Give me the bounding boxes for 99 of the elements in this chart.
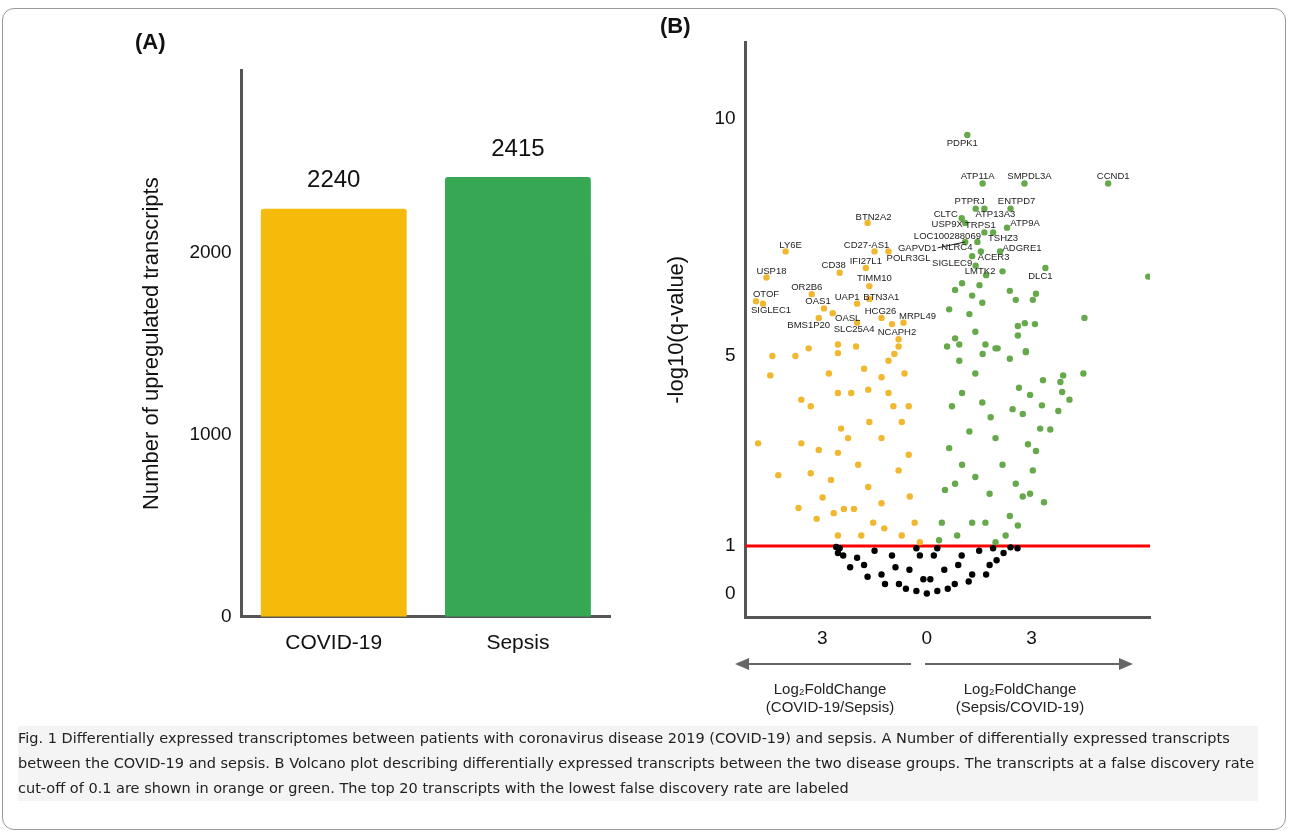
annotation: CD27-AS1: [843, 239, 890, 251]
point: [853, 554, 861, 562]
point: [968, 571, 976, 578]
annotation: HCG26: [864, 304, 897, 316]
point: [986, 561, 993, 569]
annotation: GAPVD1: [897, 241, 937, 253]
point: [878, 571, 885, 578]
y-tick-label: 5: [724, 344, 736, 366]
annotation: OASL: [835, 311, 861, 323]
annotation: NCAPH2: [877, 325, 917, 337]
y-tick-label: 1000: [189, 422, 232, 444]
annotation: TSHZ3: [988, 232, 1019, 244]
caption: Fig. 1 Differentially expressed transcriptomes between patients with coronavirus disease 2019 (COVID-19) and sepsis. A Number of differentially expressed transcripts between the COVID-19 and sepsis. B Volcano plot describing differentially expressed transcripts between the two disease groups. The transcripts at a false discovery rate cut-off of 0.1 are shown in orange or green. The top 20 transcripts with the lowest false discovery rate are labeled: [18, 726, 1258, 801]
point: [989, 545, 997, 552]
point: [1000, 549, 1007, 557]
chart-title: (A): [135, 29, 166, 55]
annotation: OR2B6: [791, 280, 823, 292]
point: [1014, 545, 1021, 552]
point: [864, 573, 871, 581]
point: [892, 564, 899, 571]
annotation: BTN3A1: [863, 290, 900, 302]
point: [902, 585, 910, 592]
annotation: ADGRE1: [1002, 242, 1042, 254]
annotation: OTOF: [752, 287, 780, 299]
annotation: ENTPD7: [997, 195, 1036, 207]
annotation: CCND1: [1096, 170, 1130, 182]
annotation: SMPDL3A: [1007, 170, 1053, 182]
point: [930, 552, 938, 559]
point: [913, 587, 920, 595]
annotation: MRPL49: [899, 310, 936, 322]
point: [906, 566, 913, 573]
point: [916, 552, 924, 559]
annotation: ATP9A: [1010, 217, 1041, 229]
y-tick-label: 1: [724, 534, 736, 556]
annotation: CLTC: [933, 207, 958, 219]
annotation: ATP11A: [960, 170, 996, 182]
point: [834, 549, 842, 557]
point: [944, 585, 951, 592]
y-tick-label: 2000: [189, 240, 232, 262]
y-tick-label: 0: [724, 581, 736, 603]
data-label: 2415: [491, 133, 545, 161]
text: Log₂FoldChange (COVID-19/Sepsis): [764, 680, 896, 716]
point: [913, 545, 920, 552]
point: [965, 578, 972, 585]
annotation: DLC1: [1028, 269, 1053, 281]
point: [951, 580, 958, 588]
point: [920, 576, 927, 583]
x-tick-label: 3: [816, 626, 828, 648]
data-label: 2240: [307, 165, 361, 193]
x-tick-label: 3: [1026, 626, 1037, 648]
point: [934, 545, 941, 552]
annotation: SLC25A4: [833, 323, 875, 335]
point: [846, 564, 854, 571]
point: [993, 557, 1000, 564]
chart-title: (B): [660, 13, 691, 39]
annotation: UAP1: [834, 291, 860, 303]
y-tick-label: 10: [714, 106, 736, 128]
y-axis-title: -log10(q-value): [663, 255, 689, 404]
annotation: NLRC4: [941, 241, 973, 253]
text: Log₂FoldChange (Sepsis/COVID-19): [954, 680, 1086, 716]
point: [958, 552, 965, 559]
point: [839, 552, 847, 559]
annotation: CD38: [821, 259, 846, 271]
x-tick-label: COVID-19: [285, 630, 383, 654]
x-tick-label: 0: [921, 626, 933, 648]
annotation: PTPRJ: [954, 195, 985, 207]
annotation: BMS1P20: [787, 318, 831, 330]
point: [982, 571, 990, 578]
annotation: TRPS1: [965, 219, 996, 231]
point: [860, 561, 868, 569]
annotation: SIGLEC9: [932, 256, 973, 268]
y-axis-title: Number of upregulated transcripts: [138, 177, 164, 510]
annotation: POLR3GL: [886, 252, 931, 264]
point: [923, 590, 931, 597]
annotation: OAS1: [805, 295, 831, 307]
annotation: ATP13A3: [975, 208, 1016, 220]
x-tick-label: Sepsis: [486, 630, 550, 654]
annotation: LOC100288069: [913, 229, 981, 241]
point: [941, 566, 948, 573]
annotation: PDPK1: [946, 136, 978, 148]
point: [927, 576, 934, 583]
point: [881, 580, 889, 588]
annotation: IFI27L1: [849, 254, 882, 266]
annotation: USP9X: [931, 217, 964, 229]
annotation: TIMM10: [856, 271, 892, 283]
point: [1007, 544, 1014, 551]
point: [895, 580, 903, 588]
annotation: BTN2A2: [855, 210, 892, 222]
y-tick-label: 0: [221, 605, 232, 627]
point: [888, 552, 896, 559]
point: [955, 561, 962, 569]
annotation: LY6E: [779, 239, 802, 251]
annotation: USP18: [756, 265, 787, 277]
point: [871, 547, 878, 554]
point: [934, 587, 941, 595]
point: [832, 543, 840, 551]
point: [975, 547, 983, 554]
annotation: SIGLEC1: [750, 304, 792, 316]
annotation: ACER3: [977, 251, 1010, 263]
